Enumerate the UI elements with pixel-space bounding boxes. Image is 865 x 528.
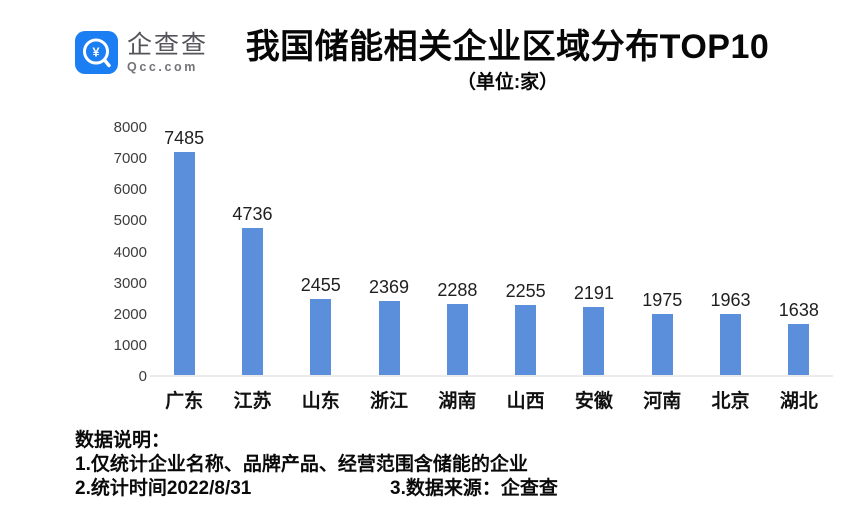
x-tick-label: 湖南 (438, 391, 477, 412)
x-axis: 广东 江苏 山东 浙江 湖南 山西 安徽 河南 北京 湖北 (150, 386, 833, 413)
y-tick-label: 8000 (113, 119, 147, 136)
bar-value-label: 2455 (300, 274, 341, 295)
notes-heading: 数据说明： (75, 430, 171, 451)
bar-value-label: 7485 (164, 128, 205, 148)
bar-value-label: 1975 (642, 289, 683, 310)
brand-name: 企查查 (127, 31, 209, 59)
bar-湖北 (788, 324, 810, 375)
bar-山西 (515, 304, 537, 375)
qcc-logo-icon: ¥ (75, 31, 118, 74)
x-tick-label: 北京 (711, 391, 750, 412)
brand-domain: Qcc.com (127, 60, 199, 74)
bar-value-label: 2255 (505, 280, 546, 301)
y-tick-label: 5000 (113, 212, 147, 230)
y-axis: 0 1000 2000 3000 4000 5000 6000 7000 8000 (0, 119, 147, 385)
page-title: 我国储能相关企业区域分布TOP10 (245, 28, 770, 66)
svg-text:¥: ¥ (92, 45, 100, 60)
bar-浙江 (378, 301, 400, 375)
x-tick-label: 广东 (165, 391, 204, 412)
x-tick-label: 湖北 (779, 391, 818, 412)
bar-北京 (720, 313, 742, 375)
y-tick-label: 3000 (113, 274, 147, 292)
bar-slot: 2455 (287, 128, 355, 375)
x-tick-label: 安徽 (574, 391, 613, 412)
bar-value-label: 2191 (573, 282, 614, 303)
bar-江苏 (241, 227, 263, 375)
x-tick-label: 山东 (301, 391, 340, 412)
plot-area: 7485 4736 2455 2369 2288 2255 2191 1975 1963 1638 (150, 128, 833, 377)
y-tick-label: 1000 (113, 336, 147, 354)
bar-湖南 (446, 303, 468, 375)
note-1: 1.仅统计企业名称、品牌产品、经营范围含储能的企业 (75, 454, 528, 475)
bar-slot: 2191 (560, 128, 628, 375)
brand-logo: ¥ 企查查 Qcc.com (75, 31, 208, 74)
bar-slot: 2255 (491, 128, 559, 375)
note-2: 2.统计时间2022/8/31 (75, 478, 252, 499)
y-tick-label: 4000 (113, 243, 147, 261)
y-tick-label: 0 (138, 368, 147, 385)
data-notes: 数据说明： 1.仅统计企业名称、品牌产品、经营范围含储能的企业 2.统计时间20… (75, 429, 835, 501)
y-tick-label: 6000 (113, 181, 147, 199)
bar-value-label: 1963 (710, 289, 751, 310)
x-tick-label: 浙江 (370, 391, 409, 412)
bar-河南 (651, 313, 673, 375)
bar-slot: 1638 (765, 128, 833, 375)
bar-slot: 1975 (628, 128, 696, 375)
bar-slot: 7485 (150, 128, 218, 375)
y-tick-label: 7000 (113, 150, 147, 168)
note-line-3: 2.统计时间2022/8/31 3.数据来源：企查查 (75, 477, 835, 501)
bar-value-label: 2288 (437, 279, 478, 300)
bar-slot: 4736 (218, 128, 286, 375)
bar-slot: 1963 (696, 128, 764, 375)
y-tick-label: 2000 (113, 305, 147, 323)
x-tick-label: 河南 (643, 391, 682, 412)
x-tick-label: 江苏 (233, 391, 272, 412)
title-block: 我国储能相关企业区域分布TOP10 （单位:家） (150, 28, 865, 94)
bar-山东 (310, 298, 332, 375)
note-3: 3.数据来源：企查查 (390, 478, 558, 499)
brand-text: 企查查 Qcc.com (127, 31, 208, 74)
x-tick-label: 山西 (506, 391, 545, 412)
bar-value-label: 1638 (778, 300, 819, 320)
bar-广东 (173, 152, 195, 375)
chart-unit-label: （单位:家） (456, 72, 559, 93)
bar-value-label: 2369 (369, 277, 410, 298)
bar-value-label: 4736 (232, 203, 273, 224)
bar-安徽 (583, 306, 605, 375)
bar-slot: 2288 (423, 128, 491, 375)
bar-slot: 2369 (355, 128, 423, 375)
